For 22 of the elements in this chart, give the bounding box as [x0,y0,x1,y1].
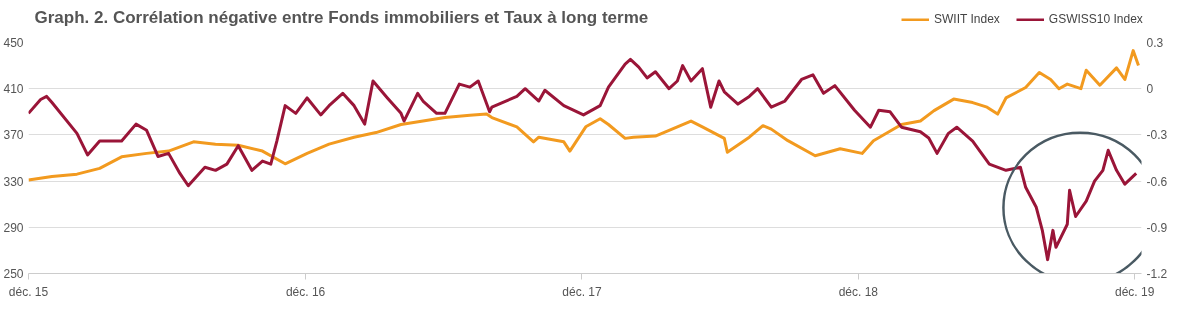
legend-label: SWIIT Index [934,12,1000,26]
line-series [28,57,1138,262]
chart-title: Graph. 2. Corrélation négative entre Fonds immobiliers et Taux à long terme [34,7,649,27]
x-tick-label: déc. 17 [562,284,602,299]
y2-tick-label: -0.9 [1146,220,1168,235]
x-tick-label: déc. 16 [285,284,326,299]
legend-label: GSWISS10 Index [1048,12,1143,26]
y2-tick-label: -1.2 [1146,267,1168,281]
y-tick-label: 330 [3,174,24,189]
y-tick-label: 450 [3,36,24,50]
line-series [28,49,1140,182]
y-tick-label: 370 [3,128,24,143]
y2-tick-label: 0.3 [1146,36,1164,50]
y2-tick-label: 0 [1146,82,1154,97]
y-tick-label: 250 [3,267,24,281]
x-tick-label: déc. 18 [838,284,879,299]
x-tick-label: déc. 19 [1115,284,1155,299]
y2-tick-label: -0.6 [1146,174,1168,189]
y-tick-label: 410 [3,82,24,97]
y-tick-label: 290 [3,220,24,235]
y2-tick-label: -0.3 [1146,128,1168,143]
x-tick-label: déc. 15 [8,284,49,299]
